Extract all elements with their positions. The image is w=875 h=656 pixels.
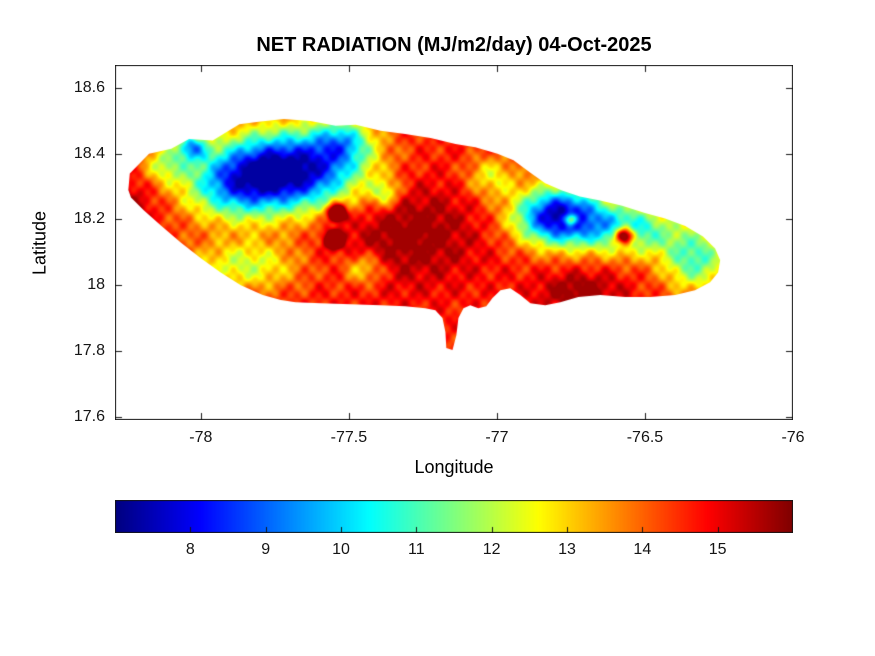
chart-title: NET RADIATION (MJ/m2/day) 04-Oct-2025 xyxy=(256,34,652,56)
y-tick-label: 17.8 xyxy=(73,341,105,359)
colorbar-tick-label: 12 xyxy=(482,541,501,558)
colorbar-tick-label: 14 xyxy=(633,541,652,558)
colorbar-tick-label: 8 xyxy=(185,541,195,558)
x-axis-label: Longitude xyxy=(414,457,494,477)
y-tick-label: 17.6 xyxy=(73,407,105,425)
colorbar-canvas xyxy=(115,500,793,533)
colorbar-tick-label: 15 xyxy=(708,541,727,558)
x-tick-label: -78 xyxy=(189,429,213,446)
y-tick-label: 18.6 xyxy=(73,79,105,96)
y-tick-label: 18.4 xyxy=(73,144,105,162)
x-tick-label: -76 xyxy=(781,429,805,446)
x-tick-label: -76.5 xyxy=(626,429,664,446)
colorbar-tick-label: 13 xyxy=(558,541,576,558)
x-tick-label: -77 xyxy=(485,429,509,446)
y-tick-label: 18 xyxy=(87,276,105,294)
x-tick-label: -77.5 xyxy=(330,429,368,446)
colorbar-tick-label: 11 xyxy=(408,541,425,558)
colorbar-tick-label: 9 xyxy=(261,541,271,558)
colorbar-tick-label: 10 xyxy=(332,541,350,558)
radiation-heatmap-canvas xyxy=(115,65,793,420)
y-tick-label: 18.2 xyxy=(73,210,105,228)
